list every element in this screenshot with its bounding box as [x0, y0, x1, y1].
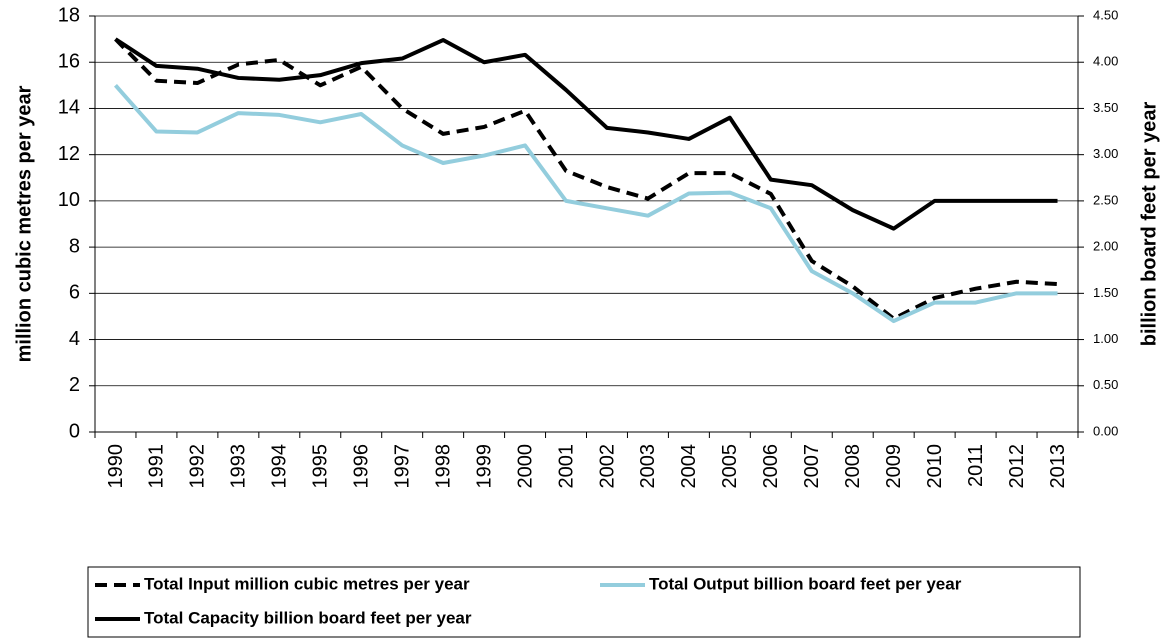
x-tick-label: 1997 — [391, 444, 413, 489]
legend-box — [87, 566, 1081, 638]
x-tick-label: 2004 — [678, 444, 700, 489]
y2-tick-label: 4.50 — [1093, 7, 1118, 22]
x-tick-label: 2013 — [1047, 444, 1069, 489]
y-tick-label: 6 — [69, 282, 80, 304]
legend-label: Total Output billion board feet per year — [649, 574, 962, 593]
x-tick-label: 1990 — [105, 444, 127, 489]
x-tick-label: 1999 — [473, 444, 495, 489]
x-tick-label: 1993 — [228, 444, 250, 489]
legend-label: Total Capacity billion board feet per ye… — [144, 608, 472, 627]
x-tick-label: 2012 — [1006, 444, 1028, 489]
series-line — [114, 37, 1058, 231]
y2-tick-label: 1.50 — [1093, 285, 1118, 300]
x-tick-label: 2008 — [842, 444, 864, 489]
y2-tick-label: 0.00 — [1093, 423, 1118, 438]
x-tick-label: 1992 — [187, 444, 209, 489]
x-tick-label: 2005 — [719, 444, 741, 489]
y-tick-label: 8 — [69, 235, 80, 257]
x-tick-label: 1995 — [310, 444, 332, 489]
x-tick-label: 2003 — [637, 444, 659, 489]
x-tick-label: 2009 — [883, 444, 905, 489]
x-tick-label: 2002 — [596, 444, 618, 489]
y2-tick-label: 2.50 — [1093, 192, 1118, 207]
y2-tick-label: 4.00 — [1093, 54, 1118, 69]
x-tick-label: 2006 — [760, 444, 782, 489]
y2-tick-label: 3.50 — [1093, 100, 1118, 115]
series-line — [113, 84, 1058, 324]
y-tick-label: 10 — [58, 189, 80, 211]
x-tick-label: 2001 — [555, 444, 577, 489]
x-tick-label: 2011 — [965, 444, 987, 487]
x-tick-label: 2010 — [924, 444, 946, 489]
y-tick-label: 0 — [69, 420, 80, 442]
y-tick-label: 2 — [69, 374, 80, 396]
y2-tick-label: 3.00 — [1093, 146, 1118, 161]
series-line — [114, 37, 1058, 321]
x-tick-label: 1991 — [146, 444, 168, 489]
y2-axis-title: billion board feet per year — [1138, 102, 1160, 347]
x-tick-label: 1998 — [432, 444, 454, 489]
legend-label: Total Input million cubic metres per yea… — [144, 574, 470, 593]
y-tick-label: 18 — [58, 4, 80, 26]
y-tick-label: 16 — [58, 51, 80, 73]
y-tick-label: 14 — [58, 97, 80, 119]
x-tick-label: 2000 — [514, 444, 536, 489]
y-axis-title: million cubic metres per year — [13, 85, 35, 362]
y-tick-label: 12 — [58, 143, 80, 165]
y2-tick-label: 0.50 — [1093, 377, 1118, 392]
x-tick-label: 1994 — [269, 444, 291, 489]
x-tick-label: 2007 — [801, 444, 823, 489]
x-tick-label: 1996 — [351, 444, 373, 489]
y2-tick-label: 2.00 — [1093, 239, 1118, 254]
y-tick-label: 4 — [69, 328, 80, 350]
y2-tick-label: 1.00 — [1093, 331, 1118, 346]
